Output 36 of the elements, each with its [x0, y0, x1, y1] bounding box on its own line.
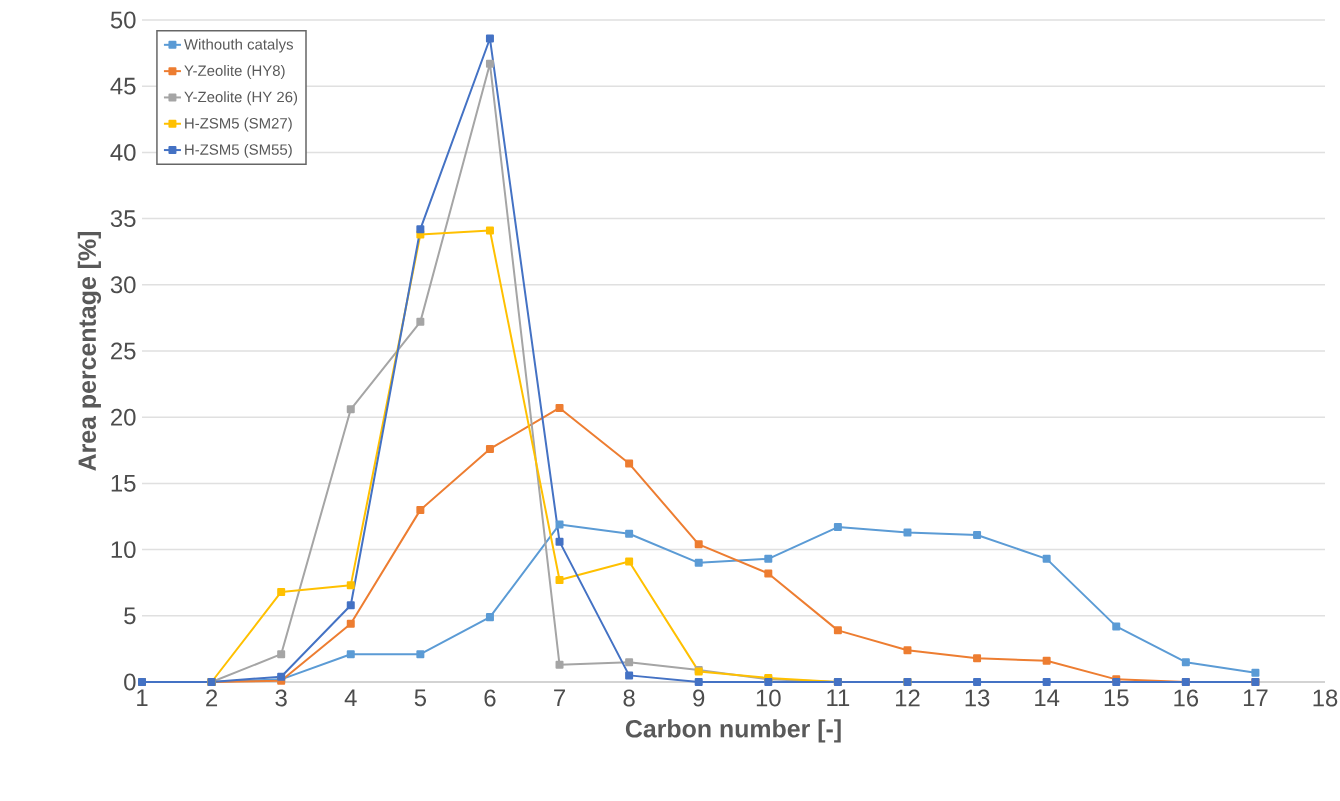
x-tick-label: 5 [414, 689, 426, 707]
x-tick-label: 2 [206, 689, 218, 707]
x-tick-label: 4 [344, 689, 357, 706]
x-tick-label: 11 [827, 689, 850, 706]
y-tick-label: 5 [124, 607, 136, 625]
y-tick-label: 20 [111, 408, 136, 426]
x-tick-label: 18 [1313, 689, 1338, 707]
y-tick-label: 45 [110, 77, 136, 95]
y-tick-label: 25 [111, 342, 136, 360]
x-axis-title: Carbon number [-] [625, 719, 841, 743]
y-tick-label: 40 [110, 143, 136, 161]
legend-label: Y-Zeolite (HY 26) [184, 91, 298, 106]
y-tick-label: 35 [110, 210, 136, 228]
x-tick-label: 7 [554, 689, 565, 706]
x-tick-label: 15 [1104, 689, 1129, 707]
x-tick-label: 13 [965, 689, 990, 707]
x-tick-label: 12 [896, 689, 920, 707]
x-tick-label: 10 [756, 689, 781, 707]
x-tick-label: 6 [484, 689, 496, 707]
y-tick-label: 50 [110, 11, 136, 29]
legend-label: H-ZSM5 (SM27) [185, 117, 292, 132]
legend-label: Withouth catalys [184, 38, 293, 53]
x-tick-label: 1 [137, 689, 148, 706]
x-tick-label: 9 [693, 689, 705, 707]
x-tick-label: 8 [623, 689, 635, 707]
x-tick-label: 17 [1243, 689, 1268, 706]
legend-label: H-ZSM5 (SM55) [185, 143, 292, 158]
y-tick-label: 15 [111, 475, 136, 492]
x-tick-label: 14 [1035, 689, 1060, 706]
legend-label: Y-Zeolite (HY8) [184, 64, 285, 79]
y-tick-label: 0 [124, 673, 136, 691]
y-tick-label: 30 [110, 276, 136, 294]
y-tick-label: 10 [111, 541, 136, 559]
x-tick-label: 3 [275, 689, 287, 707]
y-axis-title: Area percentage [%] [77, 232, 102, 471]
x-tick-label: 16 [1174, 689, 1199, 707]
